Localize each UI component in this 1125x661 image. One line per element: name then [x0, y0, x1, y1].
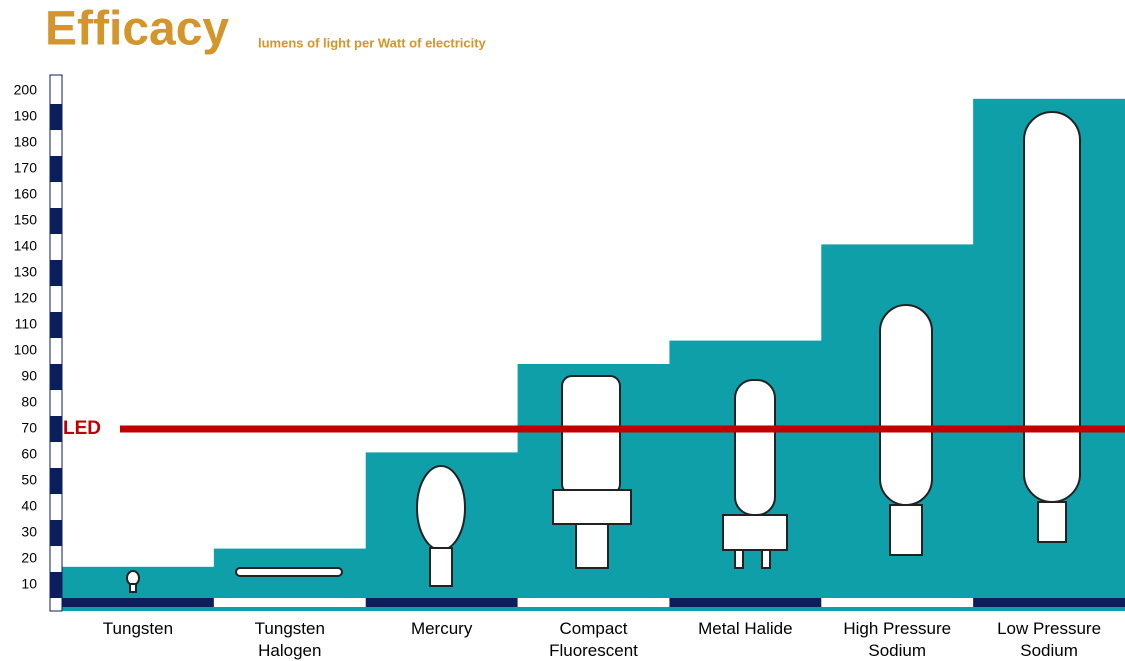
y-tick-mark — [50, 494, 62, 520]
category-strip — [517, 598, 670, 607]
x-tick-label: Low Pressure Sodium — [997, 619, 1102, 660]
x-tick-label: Compact Fluorescent — [549, 619, 638, 660]
y-axis: 10 20 30 40 50 60 70 80 90 100 110 120 130 140 150 160 1… — [14, 78, 62, 598]
y-tick-label: 70 — [21, 420, 37, 436]
y-axis-frame — [49, 74, 63, 612]
y-tick-mark — [50, 390, 62, 416]
x-tick-label: Tungsten — [102, 619, 174, 638]
y-tick-mark — [50, 572, 62, 598]
category-strip — [365, 598, 519, 607]
y-tick-label: 150 — [14, 212, 38, 228]
lamp-illustrations — [126, 111, 1081, 593]
category-strip — [213, 598, 367, 607]
y-tick-mark — [50, 364, 62, 390]
y-tick-mark — [50, 182, 62, 208]
x-tick-label: High Pressure Sodium — [843, 619, 952, 660]
y-tick-label: 30 — [21, 524, 37, 540]
y-tick-mark — [50, 234, 62, 260]
y-tick-mark — [50, 442, 62, 468]
y-tick-mark — [50, 78, 62, 104]
category-strip — [669, 598, 822, 607]
y-tick-label: 180 — [14, 134, 38, 150]
y-tick-mark — [50, 416, 62, 442]
y-tick-mark — [50, 312, 62, 338]
y-tick-mark — [50, 520, 62, 546]
chart-subtitle: lumens of light per Watt of electricity — [258, 35, 487, 50]
y-tick-mark — [50, 260, 62, 286]
y-tick-label: 90 — [21, 368, 37, 384]
y-tick-label: 160 — [14, 186, 38, 202]
category-strip — [973, 598, 1125, 607]
y-tick-label: 20 — [21, 550, 37, 566]
x-tick-label: Tungsten Halogen — [254, 619, 325, 660]
category-strip — [62, 598, 215, 607]
y-tick-label: 120 — [14, 290, 38, 306]
y-tick-label: 110 — [15, 316, 38, 332]
y-tick-label: 190 — [14, 108, 38, 124]
y-tick-label: 130 — [14, 264, 38, 280]
y-tick-label: 100 — [14, 342, 38, 358]
y-tick-label: 200 — [14, 82, 38, 98]
y-tick-mark — [50, 130, 62, 156]
chart-title: Efficacy — [45, 3, 229, 56]
y-tick-label: 40 — [21, 498, 37, 514]
y-tick-mark — [50, 156, 62, 182]
y-tick-label: 80 — [21, 394, 37, 410]
x-tick-label: Metal Halide — [698, 619, 793, 638]
y-tick-mark — [50, 338, 62, 364]
x-tick-label: Mercury — [410, 619, 473, 638]
reference-label: LED — [63, 418, 101, 439]
y-tick-mark — [50, 104, 62, 130]
category-strip — [821, 598, 974, 607]
y-tick-label: 10 — [21, 576, 37, 592]
y-tick-label: 140 — [14, 238, 38, 254]
y-tick-mark — [50, 468, 62, 494]
y-tick-mark — [50, 286, 62, 312]
y-tick-mark — [50, 208, 62, 234]
y-tick-mark — [50, 546, 62, 572]
y-tick-label: 50 — [21, 472, 37, 488]
y-tick-label: 170 — [14, 160, 38, 176]
y-tick-label: 60 — [21, 446, 37, 462]
